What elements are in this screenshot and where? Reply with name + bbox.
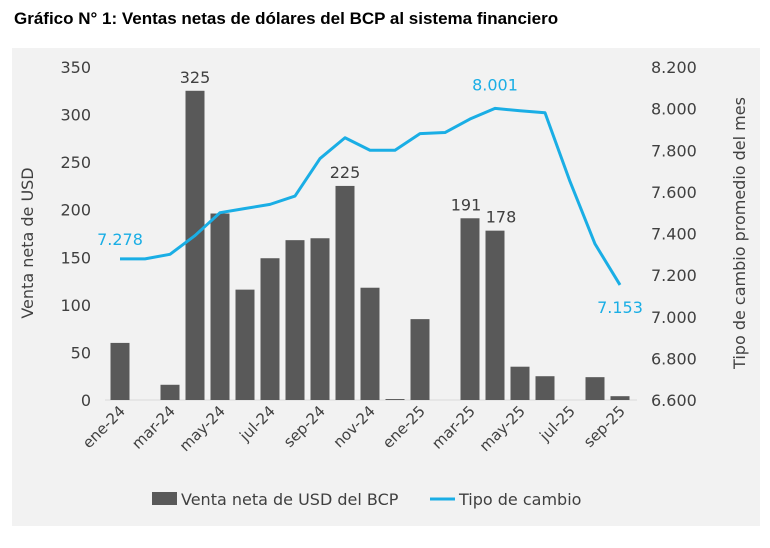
y2-axis-title: Tipo de cambio promedio del mes: [730, 97, 749, 370]
bar-mar-24: [160, 384, 180, 400]
y2-tick-label: 8.000: [651, 100, 697, 119]
line-tipo-de-cambio: [120, 106, 622, 286]
y2-tick-label: 7.000: [651, 308, 697, 327]
legend-label-bar: Venta neta de USD del BCP: [181, 490, 399, 509]
chart-title: Gráfico N° 1: Ventas netas de dólares de…: [14, 9, 559, 28]
y2-tick-label: 7.800: [651, 141, 697, 160]
y-tick-label: 300: [60, 106, 91, 125]
y2-tick-label: 7.400: [651, 225, 697, 244]
chart-panel: [12, 48, 760, 526]
bar-jun-24: [235, 289, 255, 400]
bar-abr-24: [185, 90, 205, 401]
bar-jul-24: [260, 258, 280, 400]
data-label: 225: [330, 163, 361, 182]
y-tick-label: 150: [60, 248, 91, 267]
data-label: 191: [451, 195, 482, 214]
y2-tick-label: 8.200: [651, 58, 697, 77]
y-tick-label: 200: [60, 201, 91, 220]
x-tick-label: mar-25: [428, 402, 479, 453]
bar-sep-24: [310, 238, 330, 400]
x-tick-label: jul-25: [535, 402, 578, 445]
bar-mar-25: [460, 218, 480, 400]
y-tick-label: 0: [81, 391, 91, 410]
bar-may-25: [510, 366, 530, 400]
data-label: 7.153: [597, 298, 643, 317]
data-label: 8.001: [472, 75, 518, 94]
bar-ago-25: [585, 377, 605, 400]
bar-dic-24: [385, 399, 405, 400]
legend-label-line: Tipo de cambio: [458, 490, 581, 509]
y-tick-label: 250: [60, 153, 91, 172]
legend-swatch-bar: [152, 492, 177, 505]
y2-tick-label: 6.600: [651, 391, 697, 410]
data-label: 178: [486, 208, 517, 227]
data-label: 325: [180, 68, 211, 87]
x-tick-label: may-25: [476, 402, 529, 455]
y2-tick-label: 6.800: [651, 349, 697, 368]
bar-ene-24: [110, 342, 130, 400]
data-label: 7.278: [97, 230, 143, 249]
x-tick-label: jul-24: [235, 402, 278, 445]
x-tick-label: ene-25: [379, 402, 429, 452]
y-tick-label: 350: [60, 58, 91, 77]
bar-may-24: [210, 213, 230, 400]
y-tick-label: 100: [60, 296, 91, 315]
x-tick-label: mar-24: [128, 402, 179, 453]
x-tick-label: sep-24: [280, 402, 329, 451]
bar-oct-24: [335, 185, 355, 400]
y2-tick-label: 7.200: [651, 266, 697, 285]
bar-jun-25: [535, 376, 555, 400]
y-tick-label: 50: [71, 343, 91, 362]
y2-tick-label: 7.600: [651, 183, 697, 202]
x-tick-label: may-24: [176, 402, 229, 455]
x-tick-label: nov-24: [330, 402, 379, 451]
bar-ene-25: [410, 319, 430, 400]
bar-nov-24: [360, 287, 380, 400]
bar-sep-25: [610, 396, 630, 400]
bar-abr-25: [485, 230, 505, 400]
y-axis-title: Venta neta de USD: [18, 167, 37, 318]
x-tick-label: sep-25: [580, 402, 629, 451]
bar-ago-24: [285, 240, 305, 400]
